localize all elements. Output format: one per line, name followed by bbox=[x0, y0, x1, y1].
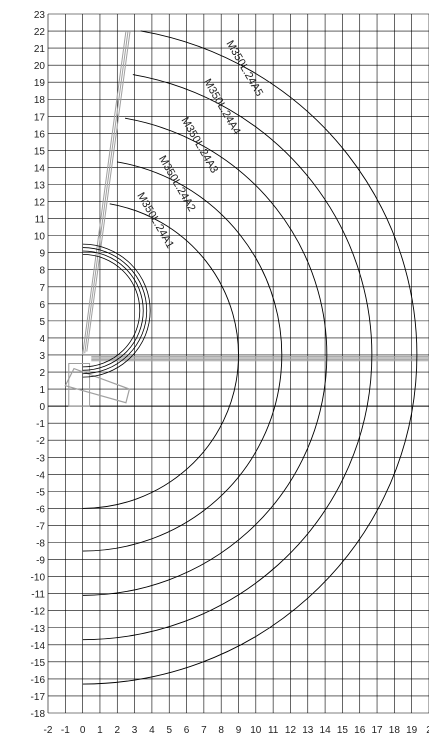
reach-curve-label: M350L.24A3 bbox=[179, 115, 221, 175]
x-tick-label: 5 bbox=[166, 725, 172, 736]
y-tick-label: -9 bbox=[36, 556, 45, 567]
x-tick-label: 14 bbox=[320, 725, 332, 736]
x-tick-label: 19 bbox=[406, 725, 418, 736]
y-tick-label: 7 bbox=[39, 283, 45, 294]
x-tick-label: 13 bbox=[302, 725, 314, 736]
folded-arc bbox=[82, 253, 141, 368]
y-tick-label: 19 bbox=[34, 78, 46, 89]
folded-arc bbox=[82, 243, 151, 378]
boom-line bbox=[84, 30, 129, 354]
x-tick-label: 4 bbox=[149, 725, 155, 736]
y-tick-label: -4 bbox=[36, 470, 45, 481]
y-tick-label: -17 bbox=[31, 692, 46, 703]
x-tick-label: 15 bbox=[337, 725, 349, 736]
y-tick-label: 10 bbox=[34, 232, 46, 243]
x-tick-label: 0 bbox=[80, 725, 86, 736]
reach-curve-label: M350L.24A4 bbox=[201, 77, 243, 137]
y-tick-label: 8 bbox=[39, 266, 45, 277]
x-tick-label: 7 bbox=[201, 725, 207, 736]
y-tick-label: -16 bbox=[31, 675, 46, 686]
x-tick-label: 2 bbox=[426, 725, 429, 736]
x-tick-label: -2 bbox=[44, 725, 53, 736]
reach-curve bbox=[82, 30, 418, 685]
y-tick-label: 20 bbox=[34, 61, 46, 72]
y-tick-label: 15 bbox=[34, 146, 46, 157]
y-tick-label: 0 bbox=[39, 402, 45, 413]
y-tick-label: 16 bbox=[34, 129, 46, 140]
x-tick-label: 10 bbox=[250, 725, 262, 736]
y-tick-label: 3 bbox=[39, 351, 45, 362]
y-tick-label: -15 bbox=[31, 658, 46, 669]
y-tick-label: -5 bbox=[36, 487, 45, 498]
y-tick-label: 4 bbox=[39, 334, 45, 345]
truck-base bbox=[64, 367, 131, 404]
boom-sketch bbox=[64, 30, 429, 407]
y-tick-label: -3 bbox=[36, 453, 45, 464]
reach-curve bbox=[82, 161, 283, 552]
y-tick-label: -1 bbox=[36, 419, 45, 430]
x-tick-label: 16 bbox=[354, 725, 366, 736]
x-tick-label: 9 bbox=[236, 725, 242, 736]
reach-curve-label: M350L.24A2 bbox=[156, 154, 198, 214]
y-tick-label: -18 bbox=[31, 709, 46, 720]
y-tick-label: -11 bbox=[31, 590, 45, 601]
y-tick-label: -7 bbox=[36, 521, 45, 532]
folded-boom-arcs bbox=[82, 243, 151, 378]
x-tick-label: -1 bbox=[61, 725, 70, 736]
x-tick-label: 12 bbox=[285, 725, 297, 736]
x-tick-label: 17 bbox=[371, 725, 383, 736]
boom-line bbox=[82, 30, 127, 356]
y-tick-label: -13 bbox=[31, 624, 46, 635]
reach-curve bbox=[82, 203, 239, 509]
y-tick-label: 11 bbox=[35, 215, 46, 226]
y-tick-label: -2 bbox=[36, 436, 45, 447]
x-tick-label: 8 bbox=[218, 725, 224, 736]
y-tick-label: 17 bbox=[34, 112, 46, 123]
y-tick-label: 1 bbox=[39, 385, 45, 396]
folded-arc bbox=[82, 250, 144, 371]
y-tick-label: -8 bbox=[36, 539, 45, 550]
y-tick-label: 22 bbox=[34, 27, 46, 38]
y-tick-label: 14 bbox=[34, 163, 46, 174]
reach-curve-label: M350L.24A1 bbox=[134, 191, 176, 251]
reach-curve bbox=[82, 117, 328, 596]
x-tick-label: 18 bbox=[389, 725, 401, 736]
reach-curves: M350L.24A1M350L.24A2M350L.24A3M350L.24A4… bbox=[82, 30, 418, 685]
y-tick-label: -12 bbox=[31, 607, 46, 618]
x-tick-label: 1 bbox=[97, 725, 103, 736]
y-tick-label: 9 bbox=[39, 249, 45, 260]
y-tick-label: 13 bbox=[34, 180, 46, 191]
grid bbox=[47, 13, 429, 714]
y-tick-label: 21 bbox=[34, 44, 46, 55]
x-tick-label: 3 bbox=[132, 725, 138, 736]
y-tick-label: 12 bbox=[34, 198, 46, 209]
y-tick-label: -10 bbox=[31, 573, 46, 584]
reach-curve-label: M350L.24A5 bbox=[224, 39, 266, 99]
x-tick-label: 11 bbox=[268, 725, 279, 736]
y-tick-label: 18 bbox=[34, 95, 46, 106]
x-tick-label: 2 bbox=[114, 725, 120, 736]
folded-arc bbox=[82, 247, 148, 375]
boom-line bbox=[86, 30, 131, 352]
y-tick-label: 6 bbox=[39, 300, 45, 311]
x-tick-label: 6 bbox=[184, 725, 190, 736]
y-axis-ticks: 23222120191817161514131211109876543210-1… bbox=[31, 10, 46, 720]
y-tick-label: -14 bbox=[31, 641, 46, 652]
y-tick-label: -6 bbox=[36, 504, 45, 515]
turret bbox=[68, 363, 91, 407]
reach-curve bbox=[82, 74, 373, 641]
y-tick-label: 2 bbox=[39, 368, 45, 379]
y-tick-label: 5 bbox=[39, 317, 45, 328]
y-tick-label: 23 bbox=[34, 10, 46, 21]
